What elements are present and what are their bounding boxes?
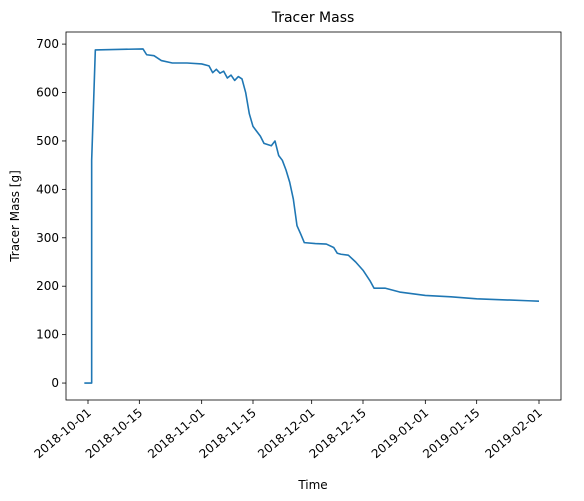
y-tick-label: 200 xyxy=(36,279,59,293)
x-tick-label: 2018-10-15 xyxy=(83,406,145,462)
y-tick-label: 100 xyxy=(36,328,59,342)
series-line-tracer-mass xyxy=(84,48,540,384)
plot-area xyxy=(84,48,540,384)
y-axis: 0 100 200 300 400 500 600 700 xyxy=(36,37,66,390)
y-axis-label: Tracer Mass [g] xyxy=(8,170,22,263)
y-tick-label: 500 xyxy=(36,134,59,148)
y-tick-label: 0 xyxy=(51,376,59,390)
y-tick-label: 400 xyxy=(36,182,59,196)
chart-title: Tracer Mass xyxy=(271,10,355,26)
y-tick-label: 700 xyxy=(36,37,59,51)
x-tick-label: 2019-01-15 xyxy=(420,406,482,462)
x-axis-label: Time xyxy=(297,478,327,492)
y-tick-label: 600 xyxy=(36,86,59,100)
x-tick-label: 2019-02-01 xyxy=(482,406,544,462)
y-tick-label: 300 xyxy=(36,231,59,245)
x-tick-label: 2018-12-15 xyxy=(306,406,368,462)
x-tick-label: 2018-11-15 xyxy=(196,406,258,462)
plot-frame xyxy=(65,31,562,401)
